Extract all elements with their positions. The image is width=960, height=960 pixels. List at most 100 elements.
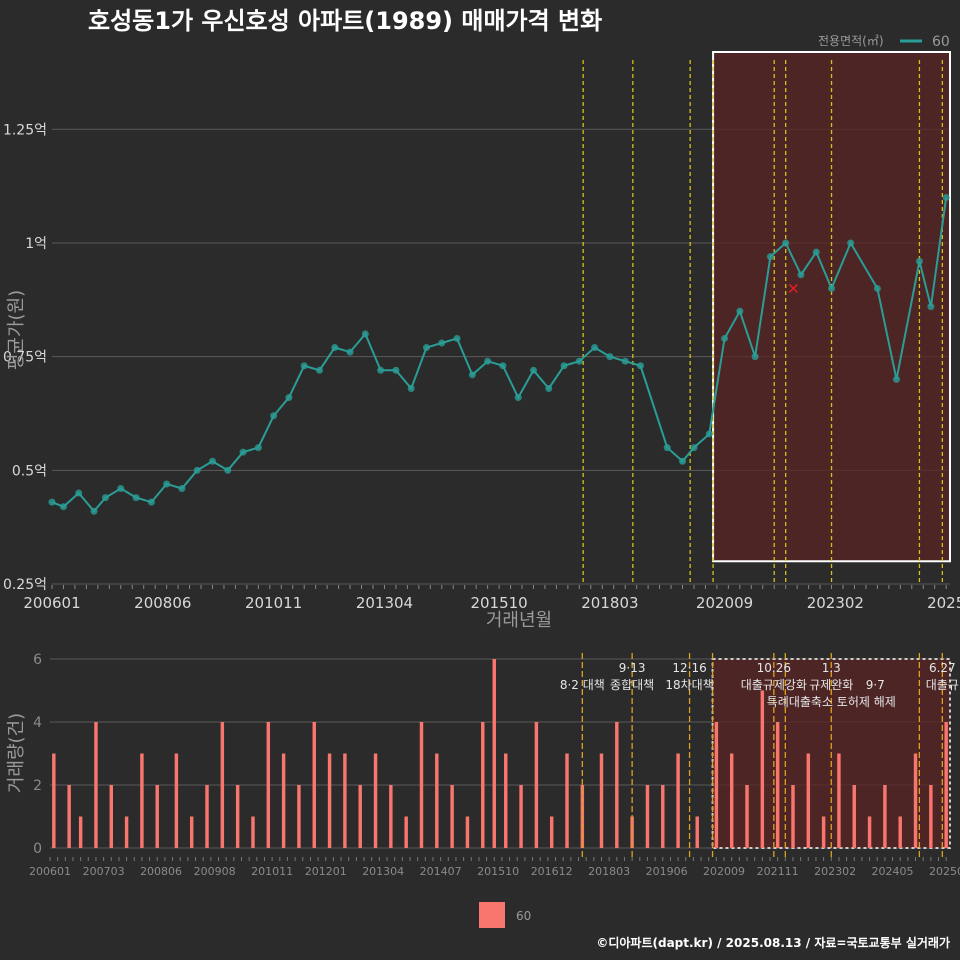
policy-annotation: 9·7 — [866, 678, 885, 692]
policy-annotation: 특례대출축소 토허제 해제 — [767, 695, 896, 709]
price-point — [927, 303, 935, 311]
x-tick-label: 202009 — [696, 594, 753, 612]
bottom-x-tick-label: 202111 — [757, 865, 799, 878]
price-point — [75, 489, 83, 497]
bottom-y-tick-label: 4 — [33, 715, 42, 731]
price-point — [163, 480, 171, 488]
volume-bar — [944, 722, 948, 848]
policy-annotation: 6.27 — [929, 661, 956, 675]
x-tick-label: 201304 — [356, 594, 413, 612]
price-point — [90, 507, 98, 515]
legend-entry-60: 60 — [932, 34, 950, 50]
x-tick-label: 202302 — [807, 594, 864, 612]
volume-bar — [695, 816, 699, 848]
volume-bar — [565, 753, 569, 848]
x-axis-title: 거래년월 — [486, 610, 552, 631]
volume-bar — [124, 816, 129, 848]
price-point — [147, 498, 155, 506]
volume-bar — [913, 753, 918, 848]
bottom-x-tick-label: 200601 — [29, 865, 71, 878]
volume-bar — [109, 785, 113, 848]
volume-bar — [661, 785, 665, 848]
volume-bar — [821, 816, 826, 848]
price-point — [499, 362, 507, 370]
price-point — [782, 239, 790, 247]
y-tick-label: 1.25억 — [3, 122, 47, 138]
price-point — [812, 248, 820, 256]
top-axes: 200601 200806 201011 201304 201510 201803 2020… — [23, 585, 960, 612]
price-point — [766, 253, 774, 261]
price-point — [873, 284, 881, 292]
price-series-line — [51, 197, 948, 513]
policy-annotation: 종합대책 — [610, 677, 654, 692]
price-point — [828, 284, 836, 292]
volume-bar — [435, 753, 439, 848]
price-point — [575, 357, 583, 365]
bottom-x-tick-label: 200806 — [140, 865, 182, 878]
x-tick-label: 2025 — [927, 594, 960, 612]
volume-bar — [806, 753, 811, 848]
volume-bar — [867, 816, 872, 848]
price-point — [315, 366, 323, 374]
bottom-x-tick-label: 201612 — [531, 865, 573, 878]
bottom-policy-lines — [581, 653, 943, 858]
volume-bar — [373, 753, 378, 848]
price-point — [407, 384, 415, 392]
volume-bar — [465, 816, 470, 848]
policy-annotation: 1.3 — [822, 661, 841, 675]
volume-bar — [266, 722, 271, 848]
price-point — [893, 375, 901, 383]
bottom-legend-entry-60: 60 — [516, 909, 531, 923]
price-point — [285, 394, 293, 402]
volume-bar — [155, 785, 159, 848]
volume-bar — [929, 785, 933, 848]
bottom-y-axis-title: 거래량(건) — [6, 713, 27, 793]
bottom-x-tick-label: 201906 — [646, 865, 688, 878]
bottom-x-tick-label: 201011 — [251, 865, 293, 878]
volume-bar — [450, 785, 454, 848]
volume-bar — [67, 785, 71, 848]
price-point — [606, 353, 614, 361]
volume-bar — [94, 722, 98, 848]
x-tick-label: 200806 — [134, 594, 191, 612]
x-tick-label: 201803 — [581, 594, 638, 612]
bottom-x-tick-label: 201201 — [305, 865, 347, 878]
volume-bar — [676, 753, 680, 848]
price-point — [942, 194, 950, 202]
x-tick-label: 201011 — [245, 594, 302, 612]
volume-bar — [205, 785, 209, 848]
volume-bar — [549, 816, 554, 848]
bottom-bars — [52, 659, 948, 848]
volume-bar — [745, 785, 749, 848]
bottom-x-tick-label: 202405 — [872, 865, 914, 878]
price-point — [529, 366, 537, 374]
policy-annotation: 18차대책 — [665, 677, 713, 692]
chart-title: 호성동1가 우신호성 아파트(1989) 매매가격 변화 — [88, 7, 602, 35]
price-point — [101, 494, 109, 502]
volume-bar — [235, 785, 240, 848]
bottom-legend: 60 — [479, 902, 531, 928]
policy-annotation: 8·2 대책 — [560, 677, 605, 692]
volume-bar — [852, 785, 856, 848]
marker-x — [788, 283, 798, 293]
bottom-x-tick-label: 201304 — [362, 865, 404, 878]
bottom-x-tick-label: 200703 — [83, 865, 125, 878]
price-point — [453, 334, 461, 342]
price-point — [224, 466, 232, 474]
price-point — [331, 344, 339, 352]
policy-annotation: 규제완화 — [809, 678, 853, 692]
volume-bar — [534, 722, 539, 848]
volume-bar — [327, 753, 332, 848]
volume-bar — [251, 816, 255, 848]
volume-bar — [729, 753, 734, 848]
top-legend: 전용면적(㎡) 60 — [818, 34, 950, 50]
x-tick-label: 200601 — [23, 594, 80, 612]
bottom-annotations: 8·2 대책 9·13 종합대책 12·16 18차대책 10.26 대출규제강화 1.3 규제… — [560, 661, 959, 709]
price-point — [117, 485, 125, 493]
bottom-x-tick-label: 202302 — [814, 865, 856, 878]
credit: ©디아파트(dapt.kr) / 2025.08.13 / 자료=국토교통부 실… — [596, 935, 950, 950]
volume-bar — [404, 816, 408, 848]
price-point — [361, 330, 369, 338]
top-policy-lines — [582, 60, 944, 584]
